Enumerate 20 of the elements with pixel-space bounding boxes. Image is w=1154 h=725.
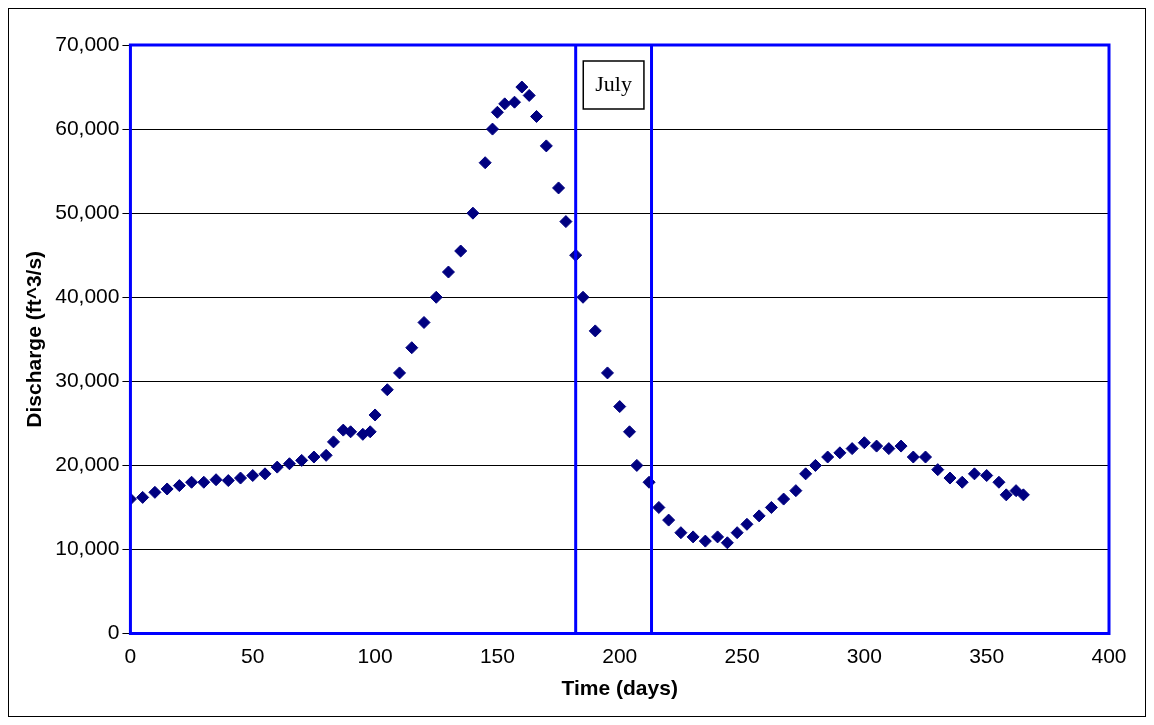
x-tick-label: 300 [846,644,882,667]
y-tick-label: 0 [107,620,120,644]
y-tick-label: 40,000 [55,284,120,308]
y-tick-label: 30,000 [55,368,120,392]
y-tick-label: 60,000 [55,115,120,139]
x-tick-label: 200 [602,644,638,667]
x-tick-label: 100 [357,644,393,667]
x-axis-title: Time (days) [561,676,678,700]
y-tick-label: 20,000 [55,452,120,476]
x-tick-label: 150 [479,644,515,667]
x-tick-label: 0 [124,644,137,667]
x-tick-label: 350 [969,644,1005,667]
x-tick-label: 50 [241,644,265,667]
x-tick-label: 400 [1091,644,1127,667]
x-tick-label: 250 [724,644,760,667]
y-axis-title: Discharge (ft^3/s) [22,250,46,428]
y-tick-label: 50,000 [55,199,120,223]
y-tick-label: 10,000 [55,536,120,560]
y-tick-label: 70,000 [55,31,120,55]
annotation: July [595,70,632,96]
